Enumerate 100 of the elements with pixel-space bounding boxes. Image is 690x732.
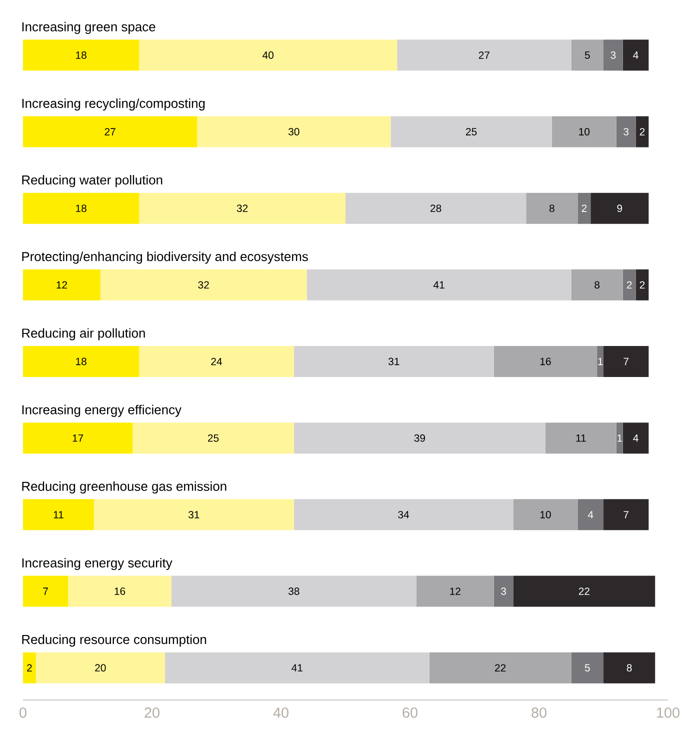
y-tick-label: Increasing energy efficiency <box>22 404 182 417</box>
bar <box>636 269 649 300</box>
bar <box>494 576 514 607</box>
bar <box>294 499 514 530</box>
bar <box>513 499 578 530</box>
y-tick-label: Reducing resource consumption <box>22 634 206 647</box>
data-label: 22 <box>578 588 590 595</box>
bar <box>636 116 649 148</box>
bar <box>616 116 636 148</box>
bar <box>294 346 494 377</box>
bar <box>100 269 307 300</box>
bar <box>578 192 591 224</box>
data-label: 20 <box>95 664 106 672</box>
data-label: 2 <box>27 664 32 672</box>
data-label: 7 <box>43 588 48 595</box>
data-label: 9 <box>617 204 622 212</box>
data-label: 32 <box>198 281 209 289</box>
y-tick-label: Protecting/enhancing biodiversity and ecosystems <box>22 252 308 264</box>
bar <box>197 116 391 148</box>
bar <box>23 116 198 148</box>
x-tick-label: 0 <box>20 708 26 718</box>
y-tick-label: Reducing greenhouse gas emission <box>22 481 226 494</box>
bar <box>23 576 68 607</box>
bar <box>23 652 36 684</box>
bar <box>23 40 140 71</box>
data-label: 2 <box>640 128 645 136</box>
data-label: 34 <box>398 510 410 518</box>
bar <box>545 422 616 454</box>
bar <box>604 652 656 684</box>
bar <box>590 192 649 224</box>
bar <box>306 269 572 300</box>
x-tick-label: 80 <box>532 708 546 718</box>
data-label: 8 <box>626 664 632 672</box>
bar <box>397 40 572 71</box>
data-label: 27 <box>104 128 116 136</box>
bar <box>597 346 604 377</box>
bar <box>622 40 649 71</box>
data-label: 24 <box>211 358 222 366</box>
data-label: 31 <box>188 510 200 518</box>
bar <box>616 422 623 454</box>
data-label: 4 <box>588 511 594 518</box>
data-label: 41 <box>292 664 302 672</box>
data-label: 16 <box>540 358 551 366</box>
bar <box>604 40 623 71</box>
y-tick-label: Increasing green space <box>22 22 156 34</box>
data-label: 39 <box>414 434 425 442</box>
bar <box>139 192 346 224</box>
bar <box>23 346 140 377</box>
y-tick-label: Reducing air pollution <box>22 328 145 340</box>
bar <box>139 40 398 71</box>
bar <box>494 346 598 377</box>
bar <box>513 576 656 607</box>
bar <box>132 422 294 454</box>
data-label: 5 <box>584 664 590 672</box>
bar <box>571 652 604 684</box>
data-label: 3 <box>624 128 629 136</box>
bar <box>171 576 416 607</box>
x-tick-label: 60 <box>402 708 418 718</box>
data-label: 18 <box>76 51 86 59</box>
y-tick-label: Reducing water pollution <box>22 175 162 188</box>
x-tick-label: 40 <box>273 708 288 718</box>
data-label: 8 <box>594 281 600 289</box>
data-label: 40 <box>262 51 274 59</box>
bar <box>390 116 552 148</box>
x-tick-label: 100 <box>657 708 680 718</box>
bar <box>23 499 94 530</box>
data-label: 22 <box>495 664 506 672</box>
bar <box>622 422 649 454</box>
data-label: 7 <box>624 511 628 518</box>
bar <box>23 422 133 454</box>
bar <box>552 116 616 148</box>
data-label: 10 <box>540 510 551 518</box>
bar <box>622 269 636 300</box>
data-label: 25 <box>208 434 219 442</box>
bar <box>164 652 430 684</box>
bar <box>346 192 526 224</box>
bar <box>429 652 572 684</box>
data-label: 27 <box>478 51 490 59</box>
data-label: 1 <box>618 434 622 442</box>
bar <box>23 192 140 224</box>
data-label: 10 <box>579 128 590 136</box>
data-label: 18 <box>76 358 86 366</box>
y-tick-label: Increasing energy security <box>22 558 172 570</box>
data-label: 7 <box>624 358 628 366</box>
bar <box>23 269 100 300</box>
bar <box>416 576 494 607</box>
data-label: 11 <box>576 434 586 442</box>
bar <box>578 499 604 530</box>
data-label: 41 <box>433 281 444 288</box>
data-label: 12 <box>450 588 460 595</box>
data-label: 1 <box>598 358 603 366</box>
bar <box>571 40 604 71</box>
data-label: 5 <box>584 51 590 59</box>
data-label: 2 <box>582 204 587 212</box>
bar <box>36 652 165 684</box>
data-label: 31 <box>388 358 400 366</box>
bar <box>294 422 546 454</box>
data-label: 2 <box>626 281 632 289</box>
data-label: 18 <box>76 204 86 212</box>
data-label: 8 <box>549 204 554 212</box>
